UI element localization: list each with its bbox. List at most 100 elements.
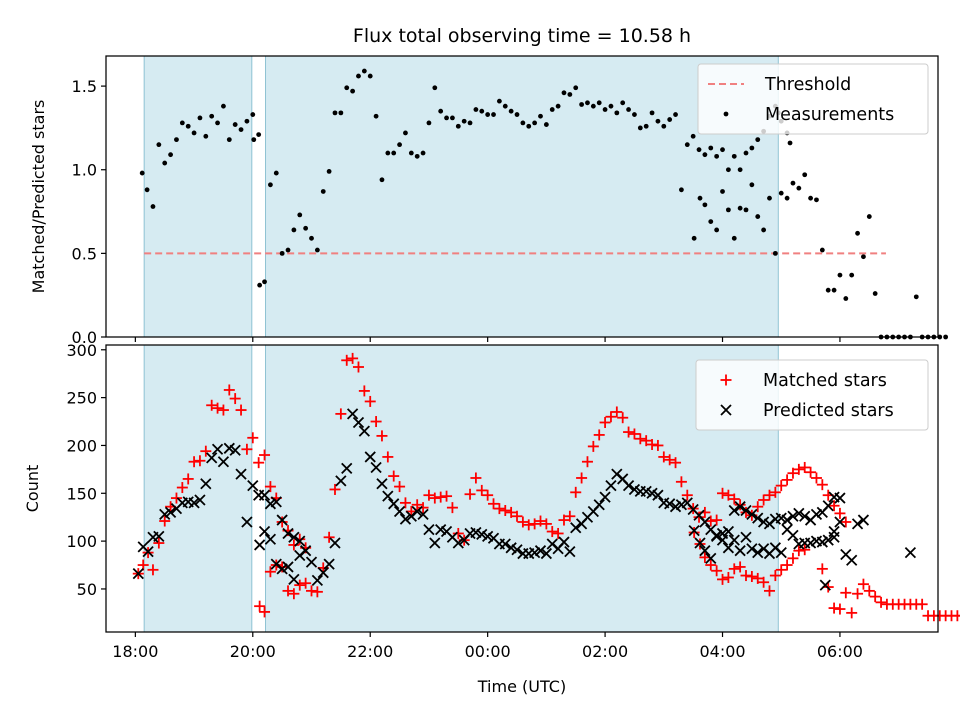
measurement-point xyxy=(473,107,479,112)
measurement-point xyxy=(708,145,714,151)
cross-b xyxy=(364,451,376,463)
measurement-point xyxy=(714,153,720,159)
predicted-star-point xyxy=(834,492,846,504)
cross-b xyxy=(288,573,300,586)
cross-b xyxy=(206,452,218,464)
measurement-point xyxy=(690,133,696,139)
cross-b xyxy=(740,504,752,517)
y-tick-label: 1.0 xyxy=(72,161,97,180)
measurement-point xyxy=(637,125,643,131)
matched-star-point xyxy=(805,466,817,478)
matched-star-point xyxy=(775,564,787,576)
measurement-point xyxy=(139,170,145,176)
predicted-star-point xyxy=(241,516,253,528)
cross-b xyxy=(799,510,811,522)
predicted-star-point xyxy=(711,530,723,542)
observing-windows xyxy=(143,344,779,633)
x-tick-label: 06:00 xyxy=(817,642,863,661)
measurement-point xyxy=(450,115,455,121)
cross-b xyxy=(840,548,852,561)
matched-star-point xyxy=(752,572,764,584)
cross-b xyxy=(182,496,194,508)
measurement-point xyxy=(432,85,438,91)
cross-b xyxy=(370,461,382,474)
cross-b xyxy=(664,498,676,510)
predicted-star-point xyxy=(364,451,376,463)
ratio-plot-frame xyxy=(105,55,939,338)
measurement-point xyxy=(596,100,602,106)
predicted-star-point xyxy=(399,513,412,525)
cross-b xyxy=(728,504,740,517)
matched-star-point xyxy=(828,602,840,614)
cross-b xyxy=(775,546,787,559)
cross-b xyxy=(153,530,165,542)
measurement-point xyxy=(332,110,338,116)
y-tick-label: 300 xyxy=(66,341,97,360)
predicted-star-point xyxy=(564,546,576,558)
measurement-point xyxy=(508,108,514,114)
predicted-star-point xyxy=(142,546,154,558)
matched-star-point xyxy=(470,472,482,484)
measurement-point xyxy=(720,189,725,194)
cross-b xyxy=(235,468,247,480)
matched-star-point xyxy=(781,474,793,486)
measurement-point xyxy=(825,287,831,293)
matched-star-point xyxy=(951,610,960,622)
measurement-point xyxy=(168,152,173,158)
counts-y-axis-label: Count xyxy=(23,465,42,513)
cross-b xyxy=(693,509,705,521)
predicted-star-point xyxy=(511,544,523,556)
predicted-star-point xyxy=(335,475,347,487)
matched-star-point xyxy=(288,539,300,551)
matched-star-point xyxy=(581,456,593,468)
predicted-star-point xyxy=(605,479,617,492)
matched-star-point xyxy=(828,500,840,512)
matched-star-point xyxy=(875,596,887,608)
predicted-star-point xyxy=(746,508,758,520)
measurement-point xyxy=(714,227,720,233)
matched-star-point xyxy=(523,519,535,531)
cross-b xyxy=(787,510,799,522)
matched-star-point xyxy=(529,518,541,530)
measurement-point xyxy=(614,110,620,116)
cross-b xyxy=(775,512,787,524)
cross-b xyxy=(546,538,558,550)
predicted-star-point xyxy=(705,552,717,564)
measurement-point xyxy=(708,219,714,224)
matched-star-point xyxy=(623,426,635,438)
measurement-point xyxy=(561,90,567,96)
measurement-point xyxy=(819,247,825,253)
cross-b xyxy=(534,545,547,557)
cross-b xyxy=(270,496,282,508)
predicted-star-point xyxy=(799,510,811,522)
cross-b xyxy=(346,408,359,420)
predicted-star-point xyxy=(194,494,206,506)
cross-b xyxy=(681,497,693,509)
matched-star-point xyxy=(546,526,558,538)
matched-star-point xyxy=(212,402,224,414)
matched-star-point xyxy=(576,472,588,484)
predicted-star-point xyxy=(728,534,740,546)
cross-b xyxy=(752,546,764,559)
measurements-series xyxy=(139,68,949,340)
matched-star-point xyxy=(564,510,576,522)
measurement-point xyxy=(414,153,420,159)
cross-b xyxy=(258,489,271,501)
measurement-point xyxy=(244,118,250,124)
matched-star-point xyxy=(722,489,734,501)
matched-star-point xyxy=(229,393,241,405)
matched-star-point xyxy=(734,561,746,573)
matched-star-point xyxy=(734,499,746,511)
predicted-star-point xyxy=(688,524,700,537)
predicted-star-point xyxy=(622,479,635,492)
measurement-point xyxy=(385,150,391,156)
cross-b xyxy=(388,498,400,510)
measurement-point xyxy=(608,103,614,109)
predicted-star-point xyxy=(288,573,300,586)
cross-b xyxy=(728,534,740,546)
matched-star-point xyxy=(200,445,212,457)
measurement-point xyxy=(303,225,309,231)
x-tick-label: 22:00 xyxy=(347,642,393,661)
matched-star-point xyxy=(253,457,265,469)
cross-b xyxy=(646,487,658,499)
